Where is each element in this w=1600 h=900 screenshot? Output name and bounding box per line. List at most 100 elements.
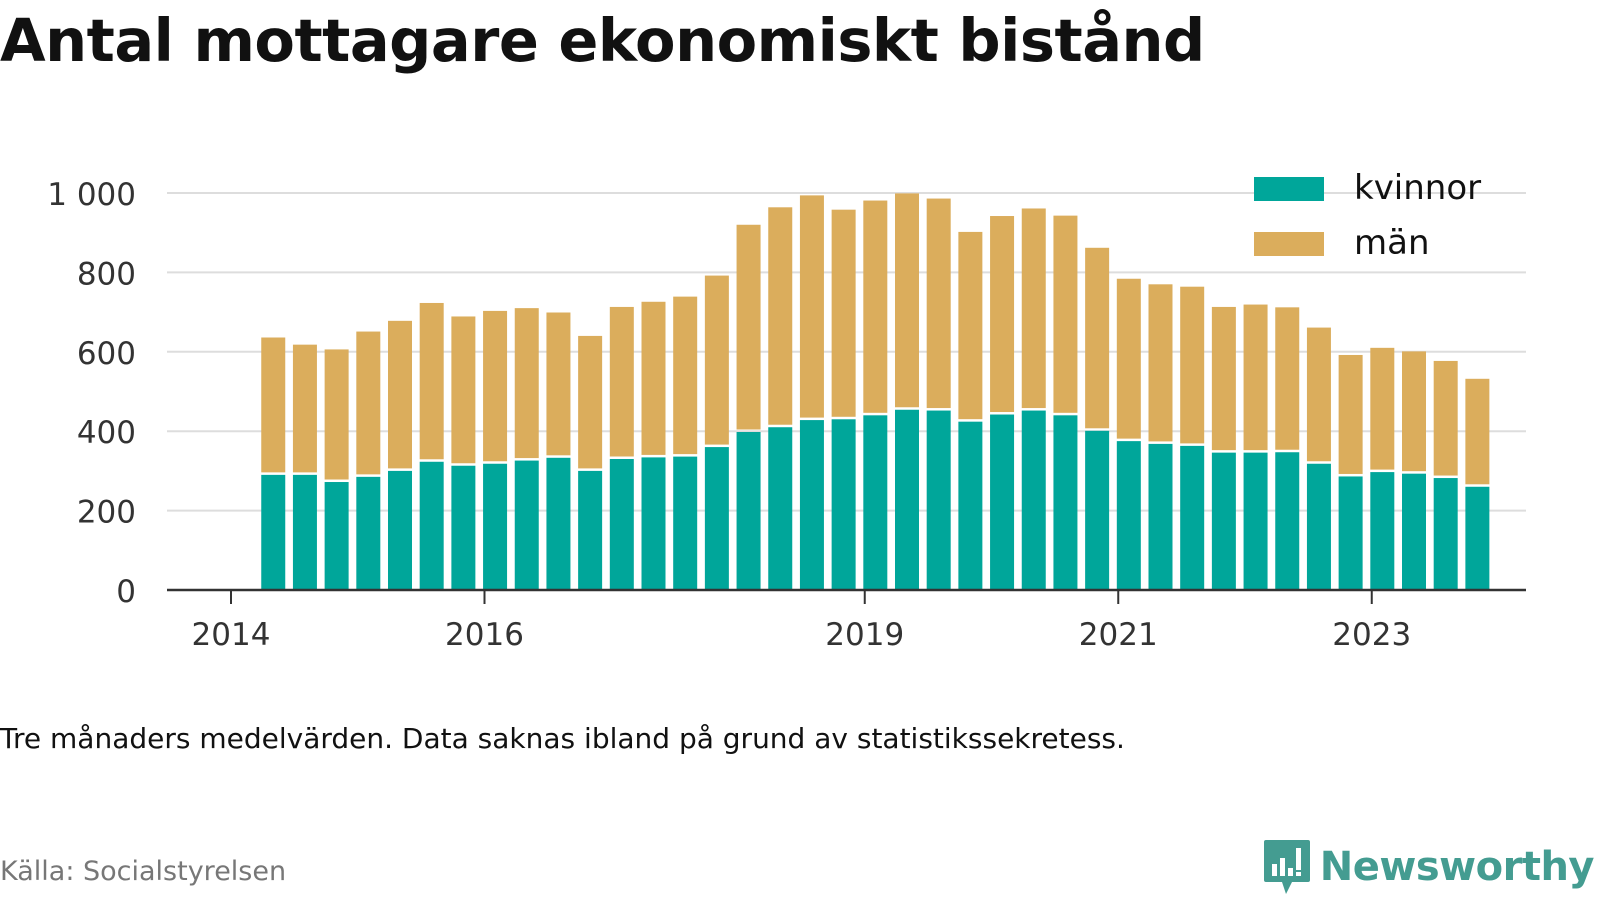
bar-kvinnor <box>863 415 888 590</box>
bar-man <box>578 335 603 469</box>
x-tick-label: 2019 <box>825 617 904 653</box>
bar-kvinnor <box>578 470 603 590</box>
bar-kvinnor <box>895 409 919 590</box>
bar-man <box>1148 284 1173 442</box>
bar-kvinnor <box>736 431 761 590</box>
bar-man <box>419 302 444 460</box>
bar-man <box>451 316 476 464</box>
bar-man <box>736 224 761 430</box>
bar-man <box>1211 306 1236 451</box>
bar-man <box>990 216 1015 413</box>
newsworthy-logo-icon <box>1263 840 1310 894</box>
bar-man <box>1243 304 1268 451</box>
bar-kvinnor <box>1275 452 1300 590</box>
bar-kvinnor <box>388 470 412 590</box>
bar-kvinnor <box>1306 463 1331 590</box>
bar-man <box>292 344 317 473</box>
bar-man <box>958 231 983 420</box>
bar-man <box>261 337 286 473</box>
bar-man <box>895 193 919 408</box>
bar-man <box>546 312 571 456</box>
bar-man <box>1338 354 1363 474</box>
bar-kvinnor <box>768 427 793 590</box>
bars <box>261 193 1490 590</box>
legend: kvinnor män <box>1254 168 1481 263</box>
bar-kvinnor <box>514 460 539 590</box>
bar-kvinnor <box>1338 476 1363 590</box>
y-tick-label: 600 <box>77 336 136 372</box>
bar-man <box>1370 347 1395 470</box>
source-label: Källa: Socialstyrelsen <box>0 856 287 887</box>
bar-man <box>324 349 349 480</box>
y-tick-label: 1 000 <box>47 177 136 213</box>
legend-label: kvinnor <box>1354 168 1481 208</box>
bar-kvinnor <box>261 474 286 590</box>
legend-label: män <box>1354 223 1430 263</box>
bar-man <box>768 207 793 425</box>
bar-kvinnor <box>1433 478 1458 590</box>
bar-kvinnor <box>641 457 666 590</box>
bar-kvinnor <box>1116 441 1141 590</box>
bar-kvinnor <box>356 476 381 590</box>
axes: 0 200 400 600 800 1 000 2014 2016 2019 2021 2023 <box>47 177 1526 653</box>
bar-kvinnor <box>419 461 444 590</box>
bar-man <box>831 209 856 417</box>
y-tick-label: 0 <box>116 574 136 610</box>
bar-kvinnor <box>704 447 729 590</box>
bar-man <box>704 275 729 445</box>
bar-kvinnor <box>483 463 508 590</box>
bar-kvinnor <box>1180 445 1205 590</box>
bar-kvinnor <box>546 457 571 590</box>
bar-man <box>1116 278 1141 439</box>
bar-kvinnor <box>673 456 698 590</box>
bar-kvinnor <box>1053 415 1078 590</box>
legend-swatch <box>1254 177 1324 201</box>
bar-kvinnor <box>1465 486 1490 590</box>
bar-man <box>1402 351 1426 472</box>
bar-man <box>388 320 412 469</box>
bar-man <box>1021 208 1046 409</box>
bar-man <box>1306 327 1331 462</box>
stacked-bar-chart: 0 200 400 600 800 1 000 2014 2016 2019 2021 2023 k… <box>47 168 1526 653</box>
chart-title: Antal mottagare ekonomiskt bistånd <box>0 6 1205 75</box>
bar-kvinnor <box>1211 452 1236 590</box>
bar-man <box>514 308 539 459</box>
x-tick-label: 2016 <box>445 617 524 653</box>
bar-kvinnor <box>1243 452 1268 590</box>
bar-kvinnor <box>831 419 856 590</box>
y-tick-label: 400 <box>77 415 136 451</box>
bar-man <box>799 195 824 418</box>
bar-man <box>609 306 634 457</box>
bar-kvinnor <box>1402 473 1426 590</box>
bar-man <box>1180 286 1205 444</box>
bar-man <box>356 331 381 475</box>
bar-man <box>673 296 698 455</box>
bar-kvinnor <box>324 482 349 590</box>
bar-man <box>641 301 666 455</box>
bar-kvinnor <box>292 474 317 590</box>
brand-name: Newsworthy <box>1319 844 1595 890</box>
x-tick-label: 2014 <box>192 617 271 653</box>
bar-kvinnor <box>1021 410 1046 590</box>
x-tick-label: 2021 <box>1079 617 1158 653</box>
y-tick-label: 200 <box>77 495 136 531</box>
bar-kvinnor <box>958 421 983 590</box>
bar-man <box>483 310 508 462</box>
chart-note: Tre månaders medelvärden. Data saknas ib… <box>0 722 1125 755</box>
bar-kvinnor <box>799 420 824 590</box>
bar-man <box>1465 378 1490 485</box>
brand-logo[interactable]: Newsworthy <box>1262 836 1595 898</box>
bar-man <box>1085 247 1110 429</box>
bar-kvinnor <box>1085 430 1110 590</box>
bar-man <box>1433 360 1458 476</box>
bar-kvinnor <box>926 410 951 590</box>
bar-man <box>863 200 888 413</box>
bar-kvinnor <box>451 465 476 590</box>
bar-kvinnor <box>1148 443 1173 590</box>
x-tick-label: 2023 <box>1332 617 1411 653</box>
bar-man <box>1275 307 1300 450</box>
bar-kvinnor <box>609 458 634 590</box>
bar-man <box>1053 215 1078 413</box>
bar-man <box>926 198 951 409</box>
y-tick-label: 800 <box>77 256 136 292</box>
